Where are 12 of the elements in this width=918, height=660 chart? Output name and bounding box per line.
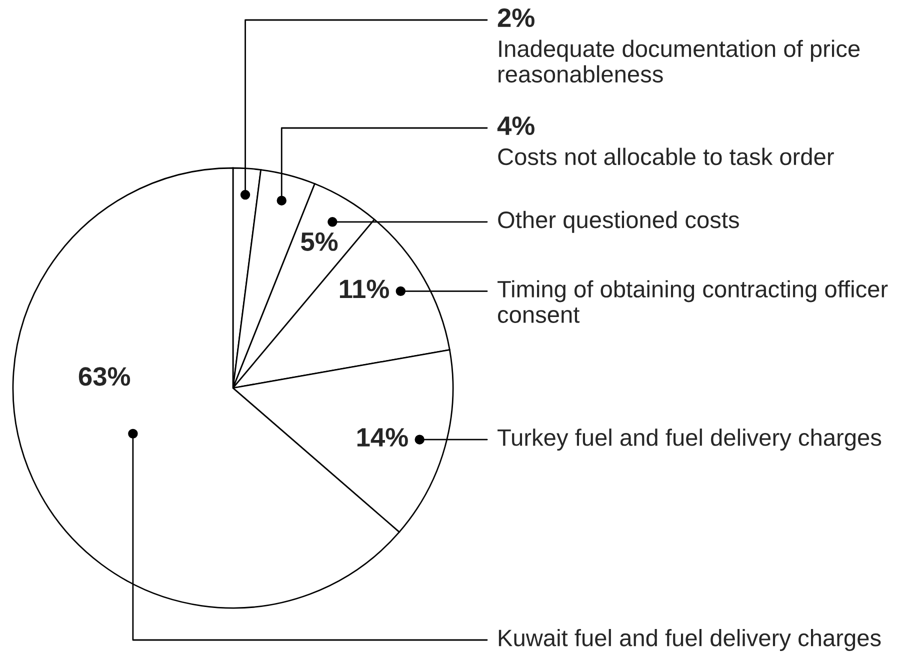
slice-label: Timing of obtaining contracting officer consent (498, 280, 888, 323)
data-label: 5% (300, 232, 338, 251)
slice-label: Kuwait fuel and fuel delivery charges (498, 628, 881, 652)
slice-label: Other questioned costs (498, 210, 739, 233)
slice-label: Inadequate documentation of price reasonableness (498, 40, 860, 83)
data-label: 2% (498, 8, 534, 28)
data-label: 11% (340, 280, 389, 298)
data-label: 63% (78, 367, 130, 386)
slice-label: Costs not allocable to task order (498, 148, 834, 166)
slice-label: Turkey fuel and fuel delivery charges (498, 428, 882, 451)
data-label: 14% (357, 428, 408, 447)
data-label: 4% (497, 116, 534, 136)
